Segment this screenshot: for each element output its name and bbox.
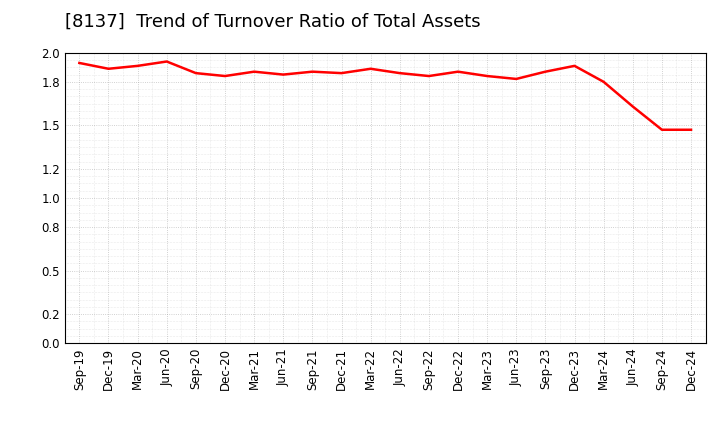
Text: [8137]  Trend of Turnover Ratio of Total Assets: [8137] Trend of Turnover Ratio of Total …: [65, 13, 480, 31]
